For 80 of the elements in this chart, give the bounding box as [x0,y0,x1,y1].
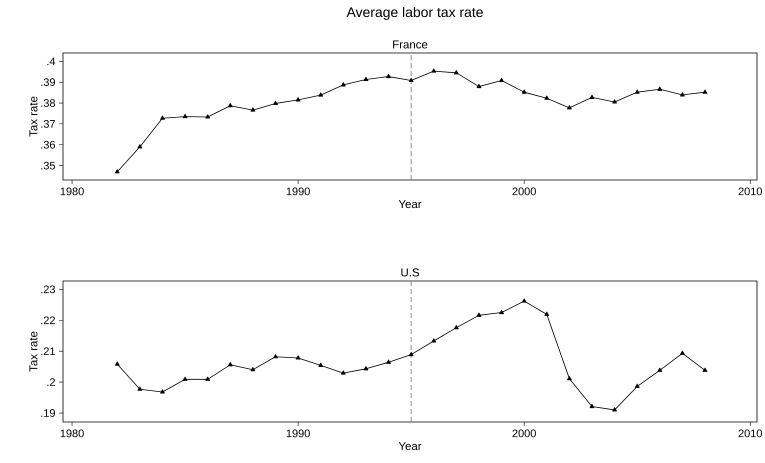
x-tick-label: 1990 [286,430,310,438]
y-tick-label: .39 [41,78,55,86]
point [454,324,459,330]
point [499,78,504,82]
point [182,376,188,381]
x-tick-label: 2010 [738,430,762,438]
y-tick-label: .2 [47,378,55,386]
point [386,360,391,364]
point [182,114,188,118]
point [566,105,572,110]
point [702,89,708,94]
x-tick-label: 1980 [60,188,84,196]
point [522,89,527,94]
y-tick-label: .19 [41,409,55,417]
point [364,76,368,82]
point [318,362,324,367]
point [544,96,550,100]
point [454,70,459,74]
point [114,361,120,366]
point [250,367,256,372]
x-tick-label: 1980 [60,430,84,438]
point [160,389,165,394]
point [476,312,482,317]
y-tick-label: .23 [41,285,56,294]
y-tick-label: .37 [41,120,55,128]
x-tick-label: 2000 [512,430,536,438]
x-axis-title: Year [398,442,422,450]
point [590,404,594,408]
point [566,376,572,380]
x-tick-label: 2000 [512,188,536,196]
point [499,310,504,314]
point [522,298,527,303]
point [364,366,368,370]
chart-title: Average labor tax rate [346,6,483,20]
point [476,84,482,88]
chart-title: U.S [401,268,420,276]
chart-subtitle: France [393,40,428,48]
point [137,144,142,148]
point [228,362,233,366]
y-tick-label: .21 [41,347,55,356]
point [612,407,617,412]
point [296,97,300,102]
point [340,82,346,86]
point [273,354,278,358]
point [408,352,414,356]
point [431,338,436,343]
point [634,384,640,388]
point [634,89,640,94]
point [431,68,436,73]
point [160,116,165,120]
point [408,78,414,82]
x-axis-title: Year [398,200,422,208]
point [612,99,617,104]
y-tick-label: .4 [47,58,56,66]
point [228,103,233,108]
point [544,312,550,316]
point [205,114,210,119]
point [657,86,662,91]
point [318,92,324,97]
point [590,94,594,99]
y-tick-label: .35 [41,162,56,170]
point [296,355,300,360]
point [386,74,391,78]
x-tick-label: 1990 [286,188,310,196]
point [250,107,256,112]
x-tick-label: 2010 [738,188,762,196]
y-tick-label: .22 [41,316,55,324]
point [114,169,120,174]
point [205,376,210,381]
y-axis-title: Tax rate [29,96,38,137]
point [702,368,708,372]
point [340,370,346,375]
point [273,100,278,105]
point [680,350,685,355]
y-tick-label: .38 [41,99,56,107]
y-tick-label: .36 [41,140,56,149]
point [680,92,685,96]
point [137,386,142,391]
point [657,368,662,372]
y-axis-title: Tax rate [29,332,38,372]
